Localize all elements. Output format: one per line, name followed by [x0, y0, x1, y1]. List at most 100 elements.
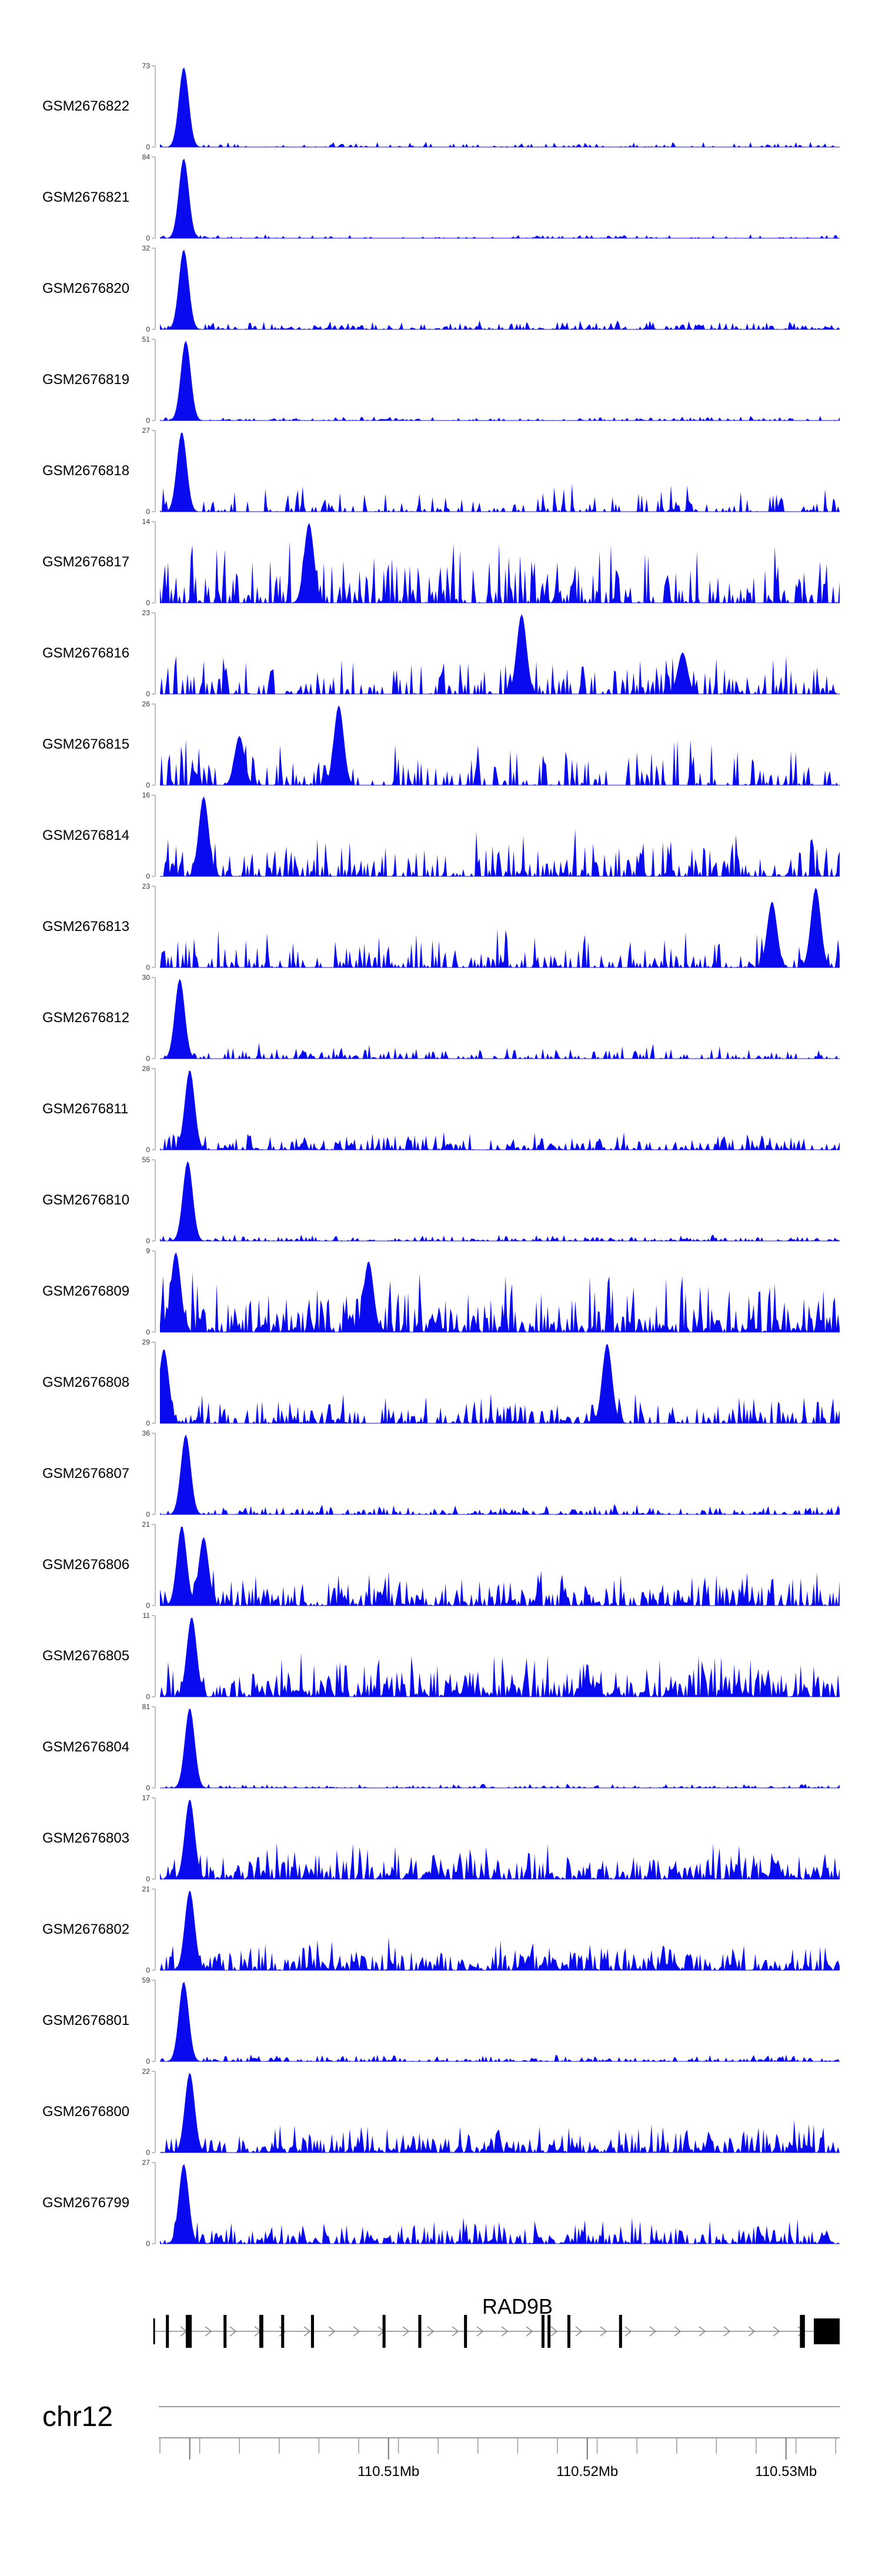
track-y-zero-label: 0	[146, 781, 150, 789]
signal-tracks: GSM2676822730GSM2676821840GSM2676820320G…	[42, 62, 840, 2248]
track-y-zero-label: 0	[146, 1146, 150, 1154]
track-GSM2676816: GSM2676816 23 0	[42, 609, 840, 698]
track-y-zero-label: 0	[146, 1966, 150, 1974]
track-GSM2676807: GSM2676807 36 0	[42, 1429, 840, 1519]
track-y-max-label: 28	[142, 1065, 151, 1073]
track-GSM2676814: GSM2676814 16 0	[42, 791, 840, 880]
track-label: GSM2676809	[42, 1283, 129, 1299]
track-GSM2676818: GSM2676818 27 0	[42, 426, 840, 516]
track-y-max-label: 36	[142, 1429, 151, 1437]
axis-tick-label: 110.51Mb	[358, 2464, 419, 2480]
track-signal-area	[160, 67, 840, 147]
strand-arrow-icon	[748, 2326, 756, 2337]
track-y-max-label: 27	[142, 426, 151, 435]
track-GSM2676820: GSM2676820 32 0	[42, 244, 840, 333]
exon-6	[310, 2315, 314, 2348]
track-label: GSM2676808	[42, 1374, 129, 1390]
strand-arrow-icon	[229, 2326, 237, 2337]
track-y-max-label: 84	[142, 153, 151, 161]
strand-arrow-icon	[575, 2326, 583, 2337]
track-y-max-label: 23	[142, 609, 151, 617]
axis-tick-label: 110.53Mb	[755, 2464, 817, 2480]
track-y-max-label: 73	[142, 62, 151, 70]
track-label: GSM2676814	[42, 827, 129, 843]
track-y-max-label: 21	[142, 1520, 151, 1529]
strand-arrow-icon	[303, 2326, 311, 2337]
track-y-max-label: 59	[142, 1976, 151, 1984]
track-GSM2676811: GSM2676811 28 0	[42, 1065, 840, 1154]
track-GSM2676801: GSM2676801 59 0	[42, 1976, 840, 2066]
track-GSM2676819: GSM2676819 51 0	[42, 335, 840, 425]
strand-arrow-icon	[723, 2326, 731, 2337]
track-signal-area	[160, 1252, 840, 1332]
track-y-zero-label: 0	[146, 234, 150, 242]
track-y-max-label: 30	[142, 973, 151, 982]
track-label: GSM2676799	[42, 2195, 129, 2211]
exon-11	[547, 2315, 551, 2348]
track-y-zero-label: 0	[146, 325, 150, 333]
track-y-max-label: 11	[143, 1611, 151, 1620]
track-y-zero-label: 0	[146, 416, 150, 425]
track-GSM2676817: GSM2676817 14 0	[42, 518, 840, 607]
strand-arrow-icon	[526, 2326, 533, 2337]
gene-label: RAD9B	[482, 2294, 553, 2318]
track-signal-area	[160, 705, 840, 785]
exon-13	[619, 2315, 622, 2348]
track-y-zero-label: 0	[146, 599, 150, 607]
strand-arrow-icon	[624, 2326, 632, 2337]
track-GSM2676799: GSM2676799 27 0	[42, 2158, 840, 2248]
strand-arrow-icon	[600, 2326, 607, 2337]
track-GSM2676806: GSM2676806 21 0	[42, 1520, 840, 1610]
track-y-max-label: 26	[142, 700, 151, 708]
track-signal-area	[160, 887, 840, 967]
track-signal-area	[160, 614, 840, 694]
track-GSM2676804: GSM2676804 81 0	[42, 1703, 840, 1792]
track-signal-area	[160, 2164, 840, 2244]
track-label: GSM2676820	[42, 281, 129, 296]
track-y-zero-label: 0	[146, 1055, 150, 1063]
exon-2	[185, 2315, 192, 2348]
track-y-max-label: 21	[142, 1885, 151, 1893]
chromosome-label: chr12	[42, 2401, 113, 2432]
track-signal-area	[160, 1343, 840, 1423]
track-y-zero-label: 0	[146, 1784, 150, 1792]
track-GSM2676822: GSM2676822 73 0	[42, 62, 840, 151]
track-label: GSM2676807	[42, 1466, 129, 1481]
track-label: GSM2676805	[42, 1648, 129, 1664]
track-y-zero-label: 0	[146, 963, 150, 972]
track-y-zero-label: 0	[146, 690, 150, 698]
track-signal-area	[160, 1161, 840, 1241]
track-y-zero-label: 0	[146, 508, 150, 516]
track-label: GSM2676821	[42, 189, 129, 205]
track-signal-area	[160, 1617, 840, 1697]
track-signal-area	[160, 1526, 840, 1606]
track-GSM2676809: GSM2676809 9 0	[42, 1247, 840, 1336]
track-label: GSM2676804	[42, 1739, 129, 1755]
exon-12	[567, 2315, 570, 2348]
track-label: GSM2676818	[42, 463, 129, 479]
track-signal-area	[160, 1434, 840, 1514]
strand-arrow-icon	[402, 2326, 410, 2337]
track-signal-area	[160, 249, 840, 329]
exon-9	[464, 2315, 467, 2348]
track-GSM2676803: GSM2676803 17 0	[42, 1794, 840, 1883]
track-label: GSM2676806	[42, 1557, 129, 1573]
track-y-max-label: 9	[146, 1247, 150, 1255]
track-signal-area	[160, 796, 840, 876]
track-label: GSM2676819	[42, 372, 129, 388]
exon-1	[166, 2315, 169, 2348]
strand-arrow-icon	[699, 2326, 706, 2337]
track-GSM2676808: GSM2676808 29 0	[42, 1338, 840, 1427]
track-GSM2676802: GSM2676802 21 0	[42, 1885, 840, 1974]
strand-arrow-icon	[452, 2326, 459, 2337]
track-GSM2676810: GSM2676810 55 0	[42, 1156, 840, 1245]
strand-arrow-icon	[773, 2326, 780, 2337]
track-label: GSM2676813	[42, 919, 129, 935]
exon-3	[223, 2315, 227, 2348]
gene-track: RAD9B	[153, 2294, 840, 2348]
track-label: GSM2676812	[42, 1010, 129, 1026]
track-y-zero-label: 0	[146, 1328, 150, 1336]
track-y-max-label: 27	[142, 2158, 151, 2167]
genome-axis: 110.51Mb 110.52Mb 110.53Mb	[159, 2437, 840, 2480]
